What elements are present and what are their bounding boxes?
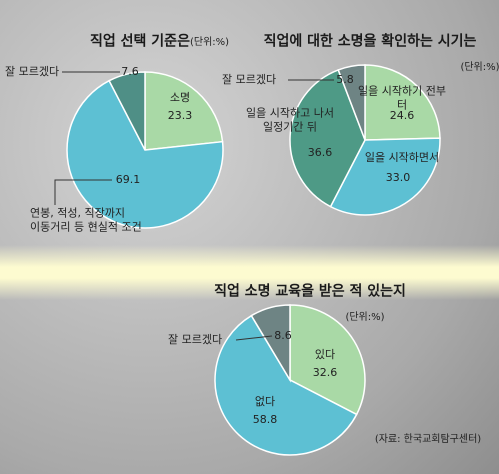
slice-label: 연봉, 적성, 직장까지 이동거리 등 현실적 조건: [30, 206, 142, 233]
highlight-band: [0, 245, 499, 300]
pie-slice: [329, 137, 441, 216]
chart-title: 직업 선택 기준은: [90, 33, 190, 50]
pie-slice: [364, 64, 441, 141]
pie-slice: [289, 304, 366, 416]
pie-slice: [144, 71, 224, 151]
pie-slice: [337, 64, 366, 141]
value-label: 24.6: [389, 109, 415, 123]
slice-label: 없다: [254, 395, 276, 409]
slice-label: 잘 모르겠다: [222, 73, 277, 87]
slice-label: 잘 모르겠다: [5, 65, 60, 79]
value-label: 33.0: [385, 171, 411, 185]
value-label: 69.1: [115, 173, 141, 187]
value-label: 8.6: [274, 329, 292, 343]
unit-label: (단위:%): [460, 61, 499, 73]
pie-slice: [108, 71, 146, 151]
leader-line: [54, 179, 112, 205]
slice-label: 일을 시작하면서: [364, 151, 440, 165]
value-label: 5.8: [336, 73, 354, 87]
unit-label: (단위:%): [345, 311, 385, 323]
slice-label: 소명: [169, 91, 191, 105]
pie-slice: [289, 68, 366, 208]
value-label: 36.6: [307, 146, 333, 160]
value-label: 7.6: [121, 65, 139, 79]
pie-slice: [214, 314, 358, 456]
slice-label: 일을 시작하고 나서 일정기간 뒤: [246, 106, 334, 133]
slice-label: 있다: [314, 348, 336, 362]
slice-label: 잘 모르겠다: [168, 333, 223, 347]
source-note: (자료: 한국교회탐구센터): [374, 433, 482, 445]
value-label: 32.6: [312, 366, 338, 380]
slice-label: 일을 시작하기 전부터: [358, 84, 446, 111]
value-label: 58.8: [252, 413, 278, 427]
chart-title: 직업 소명 교육을 받은 적 있는지: [214, 283, 406, 300]
unit-label: (단위:%): [190, 36, 230, 48]
pie-slice: [66, 79, 224, 229]
chart-title: 직업에 대한 소명을 확인하는 시기는: [263, 33, 477, 50]
pie-slice: [250, 304, 291, 383]
value-label: 23.3: [167, 109, 193, 123]
leader-line: [235, 335, 273, 341]
